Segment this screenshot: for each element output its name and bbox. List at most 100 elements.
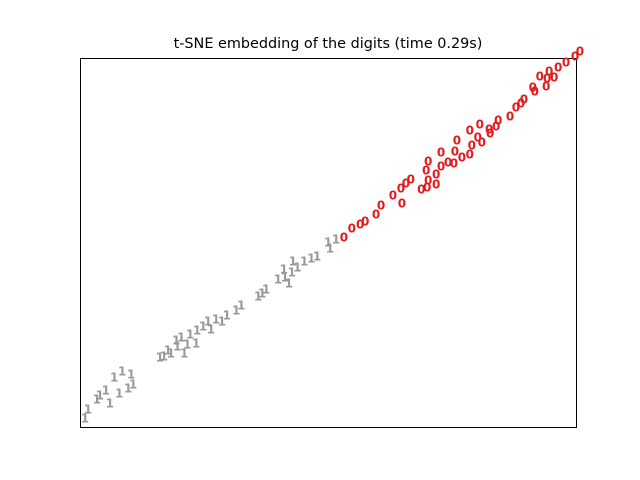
digit-point: 0 (407, 173, 415, 187)
digit-point: 0 (494, 114, 502, 128)
digit-point: 0 (543, 72, 551, 86)
digit-point: 0 (576, 45, 584, 59)
digit-point: 0 (486, 127, 494, 141)
digit-point: 0 (356, 218, 364, 232)
digit-point: 1 (262, 283, 270, 297)
digit-point: 0 (437, 159, 445, 173)
digit-point: 0 (466, 148, 474, 162)
digit-point: 1 (193, 324, 201, 338)
digit-point: 0 (453, 134, 461, 148)
digit-point: 1 (293, 260, 301, 274)
digit-point: 0 (571, 49, 579, 63)
digit-point: 1 (183, 338, 191, 352)
digit-point: 0 (529, 80, 537, 94)
digit-point: 1 (232, 304, 240, 318)
digit-point: 0 (468, 138, 476, 152)
digit-point: 1 (172, 334, 180, 348)
digit-point: 1 (300, 255, 308, 269)
digit-point: 0 (424, 155, 432, 169)
digit-point: 1 (180, 346, 188, 360)
digit-point: 0 (437, 145, 445, 159)
digit-point: 1 (324, 235, 332, 249)
digit-point: 0 (417, 183, 425, 197)
digit-point: 0 (340, 231, 348, 245)
digit-point: 0 (536, 69, 544, 83)
digit-point: 1 (218, 314, 226, 328)
digit-point: 1 (223, 308, 231, 322)
digit-point: 0 (444, 156, 452, 170)
digit-point: 0 (389, 189, 397, 203)
digit-point: 0 (451, 145, 459, 159)
digit-point: 1 (199, 320, 207, 334)
digit-point: 0 (377, 198, 385, 212)
digit-point: 0 (476, 118, 484, 132)
digit-point: 1 (164, 343, 172, 357)
chart-title: t-SNE embedding of the digits (time 0.29… (174, 36, 483, 52)
digit-point: 1 (156, 350, 164, 364)
digit-point: 0 (432, 167, 440, 181)
digit-point: 1 (102, 383, 110, 397)
digit-point: 0 (458, 150, 466, 164)
digit-point: 1 (110, 370, 118, 384)
digit-point: 1 (192, 336, 200, 350)
digit-point: 0 (398, 197, 406, 211)
digit-point: 1 (106, 397, 114, 411)
digit-point: 0 (506, 110, 514, 124)
digit-point: 0 (542, 80, 550, 94)
digit-point: 1 (288, 266, 296, 280)
digit-point: 0 (545, 65, 553, 79)
digit-point: 1 (281, 270, 289, 284)
digit-point: 1 (207, 322, 215, 336)
digit-point: 1 (204, 314, 212, 328)
digit-point: 1 (326, 242, 334, 256)
digit-point: 0 (348, 221, 356, 235)
digit-point: 1 (93, 393, 101, 407)
digit-point: 1 (212, 312, 220, 326)
digit-point: 1 (81, 411, 89, 425)
digit-point: 1 (280, 263, 288, 277)
digit-point: 0 (531, 84, 539, 98)
digit-point: 1 (285, 276, 293, 290)
digit-point: 1 (96, 389, 104, 403)
digit-point: 0 (397, 181, 405, 195)
digit-point: 1 (307, 252, 315, 266)
digit-point: 1 (127, 367, 135, 381)
digit-point: 0 (423, 180, 431, 194)
digit-point: 0 (478, 135, 486, 149)
digit-point: 1 (115, 387, 123, 401)
digit-point: 0 (361, 214, 369, 228)
digit-point: 0 (432, 177, 440, 191)
digit-point: 1 (237, 298, 245, 312)
digit-point: 0 (512, 101, 520, 115)
digit-point: 1 (313, 249, 321, 263)
digit-point: 1 (289, 255, 297, 269)
digit-point: 0 (550, 70, 558, 84)
digit-point: 1 (258, 287, 266, 301)
digit-point: 0 (424, 173, 432, 187)
digit-point: 1 (177, 331, 185, 345)
digit-point: 0 (517, 97, 525, 111)
digit-point: 0 (402, 176, 410, 190)
digit-point: 0 (554, 60, 562, 74)
digit-point: 0 (450, 156, 458, 170)
axes-frame (80, 58, 577, 428)
digit-point: 0 (492, 120, 500, 134)
digit-point: 1 (274, 273, 282, 287)
digit-point: 1 (332, 232, 340, 246)
digit-point: 1 (84, 403, 92, 417)
digit-point: 1 (173, 339, 181, 353)
digit-point: 1 (167, 346, 175, 360)
digit-point: 0 (422, 163, 430, 177)
digit-point: 0 (562, 56, 570, 70)
digit-point: 1 (254, 290, 262, 304)
digit-point: 0 (466, 124, 474, 138)
digit-point: 0 (520, 93, 528, 107)
digit-point: 0 (372, 207, 380, 221)
digit-point: 1 (118, 365, 126, 379)
digit-point: 0 (474, 131, 482, 145)
digit-point: 0 (485, 122, 493, 136)
digit-point: 1 (129, 377, 137, 391)
digit-point: 1 (160, 349, 168, 363)
